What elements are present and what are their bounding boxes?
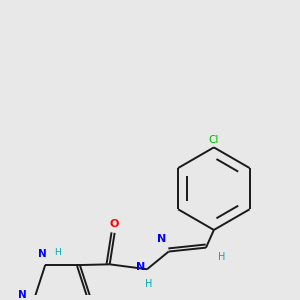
Text: H: H (54, 248, 61, 257)
Text: N: N (38, 249, 46, 259)
Text: O: O (110, 219, 119, 229)
Text: Cl: Cl (209, 135, 219, 146)
Text: N: N (158, 234, 167, 244)
Text: H: H (145, 279, 153, 289)
Text: N: N (18, 290, 27, 300)
Text: N: N (136, 262, 145, 272)
Text: H: H (218, 252, 225, 262)
